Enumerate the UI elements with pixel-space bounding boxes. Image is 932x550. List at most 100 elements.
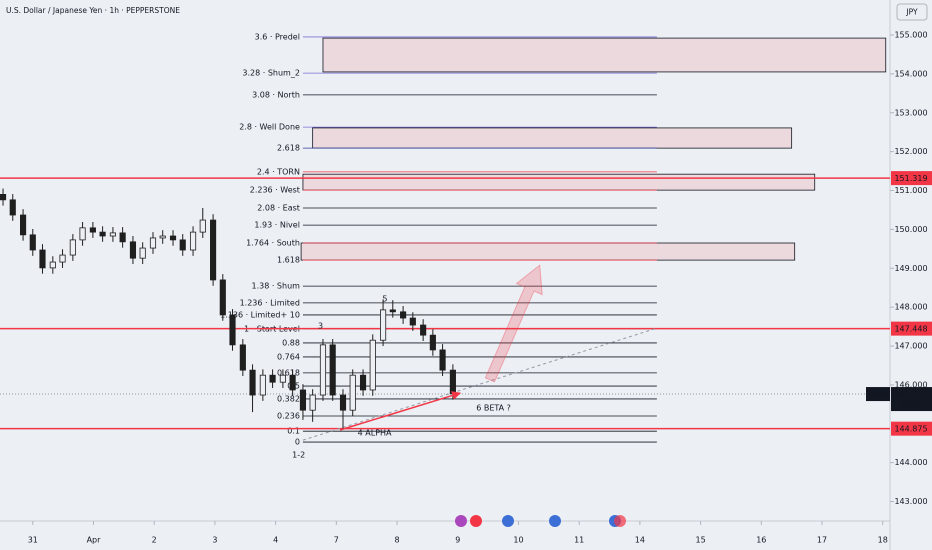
annotation: 1-2 xyxy=(292,450,305,459)
candle-body xyxy=(239,344,246,371)
candle-body xyxy=(179,239,186,251)
fib-label: 2.8 · Well Done xyxy=(239,123,300,132)
fib-label: 2.236 · West xyxy=(250,186,300,195)
symbol-tag xyxy=(866,387,890,402)
y-tick-label: 144.000 xyxy=(894,458,927,467)
candle-body xyxy=(89,227,96,233)
price-tag-label: 151.319 xyxy=(894,174,927,183)
candle-body xyxy=(109,232,116,237)
x-tick-label: 2 xyxy=(152,536,157,545)
annotation: 3 xyxy=(318,321,323,330)
zone xyxy=(322,37,887,73)
event-icon[interactable] xyxy=(455,515,467,527)
event-icon[interactable] xyxy=(502,515,514,527)
candle-body xyxy=(429,334,436,351)
candle-body xyxy=(349,374,356,411)
countdown: 49:42 xyxy=(899,400,922,409)
candle-body xyxy=(380,309,387,341)
currency-box[interactable] xyxy=(896,3,928,21)
x-tick-label: 14 xyxy=(635,536,645,545)
fib-label: 0 xyxy=(295,438,300,447)
candle-body xyxy=(19,214,27,236)
fib-label: 2.618 xyxy=(277,144,300,153)
y-tick-label: 149.000 xyxy=(894,264,927,273)
candle-body xyxy=(159,235,166,239)
y-tick-label: 147.000 xyxy=(894,342,927,351)
annotation: 6 BETA ? xyxy=(476,403,511,412)
axes: 151.319 147.448 144.875 143.000 144.000 146.0… xyxy=(28,30,932,545)
candle-body xyxy=(189,231,197,251)
y-tick-label: 154.000 xyxy=(894,69,927,78)
x-tick-label: 4 xyxy=(273,536,278,545)
arrow xyxy=(339,391,462,431)
y-tick-label: 155.000 xyxy=(894,30,927,39)
candle-body xyxy=(409,317,416,326)
candle-body xyxy=(329,344,336,396)
candle-body xyxy=(149,237,157,249)
fib-label: 2.08 · East xyxy=(257,204,300,213)
x-tick-label: 7 xyxy=(334,536,339,545)
x-tick-label: 8 xyxy=(394,536,399,545)
x-tick-label: 11 xyxy=(574,536,584,545)
candle-body xyxy=(369,339,376,391)
price-tag xyxy=(891,421,932,436)
candle-body xyxy=(259,374,266,396)
fib-label: 3.6 · Predel xyxy=(255,32,300,41)
zone xyxy=(302,173,816,191)
fib-label: 1.136 · Limited+ 10 xyxy=(220,310,300,319)
plot: 3.6 · Predel 3.28 · Shum_2 3.08 · North 2.8… xyxy=(0,32,890,459)
candle-body xyxy=(359,374,367,391)
candle-body xyxy=(139,247,146,259)
candle-body xyxy=(0,194,7,201)
candle-body xyxy=(319,344,327,396)
candle-body xyxy=(99,231,106,237)
fib-label: 1.236 · Limited xyxy=(240,298,300,307)
event-icons xyxy=(455,515,626,527)
candle-body xyxy=(169,235,177,241)
candle-body xyxy=(129,241,137,259)
candle-body xyxy=(339,394,347,411)
price-tag xyxy=(891,171,932,186)
projection-arrow xyxy=(484,264,543,383)
y-tick-label: 146.000 xyxy=(894,380,927,389)
candle-body xyxy=(299,389,307,411)
y-tick-label: 152.000 xyxy=(894,147,927,156)
fib-label: 1.38 · Shum xyxy=(251,282,300,291)
symbol-label: USDJPY xyxy=(866,391,890,399)
currency[interactable]: JPY xyxy=(905,8,918,17)
fib-label: 2.4 · TORN xyxy=(257,167,300,176)
price-tag xyxy=(891,321,932,336)
y-tick-label: 153.000 xyxy=(894,108,927,117)
candle-body xyxy=(400,311,407,319)
candle-body xyxy=(199,219,206,233)
event-icon[interactable] xyxy=(470,515,482,527)
y-tick-label: 143.000 xyxy=(894,497,927,506)
price-tag-label: 144.875 xyxy=(894,425,927,434)
x-tick-label: 17 xyxy=(817,536,827,545)
candle-body xyxy=(9,199,16,216)
x-tick-label: 9 xyxy=(455,536,460,545)
event-icon[interactable] xyxy=(549,515,561,527)
fib-label: 0.88 xyxy=(282,338,300,347)
candle-body xyxy=(119,232,126,243)
last-price-tag xyxy=(891,387,932,412)
candle-body xyxy=(49,261,56,269)
candle-body xyxy=(29,234,36,251)
fib-label: 1.764 · South xyxy=(246,239,300,248)
candle-body xyxy=(59,254,66,263)
fib-label: 3.08 · North xyxy=(252,90,300,99)
candle-body xyxy=(449,369,456,395)
header-title: U.S. Dollar / Japanese Yen · 1h · PEPPER… xyxy=(6,6,180,15)
x-tick-label: Apr xyxy=(87,536,102,545)
trendline xyxy=(302,327,658,441)
candle-body xyxy=(289,374,296,391)
fib-label: 1.93 · Nivel xyxy=(254,221,300,230)
price-tag-label: 147.448 xyxy=(894,325,927,334)
annotation: 4 ALPHA xyxy=(358,429,392,438)
event-icon[interactable] xyxy=(614,515,626,527)
last-price-label: 145.765 xyxy=(894,390,927,399)
candle-body xyxy=(79,227,86,241)
y-tick-label: 151.000 xyxy=(894,186,927,195)
candle-body xyxy=(269,374,276,383)
